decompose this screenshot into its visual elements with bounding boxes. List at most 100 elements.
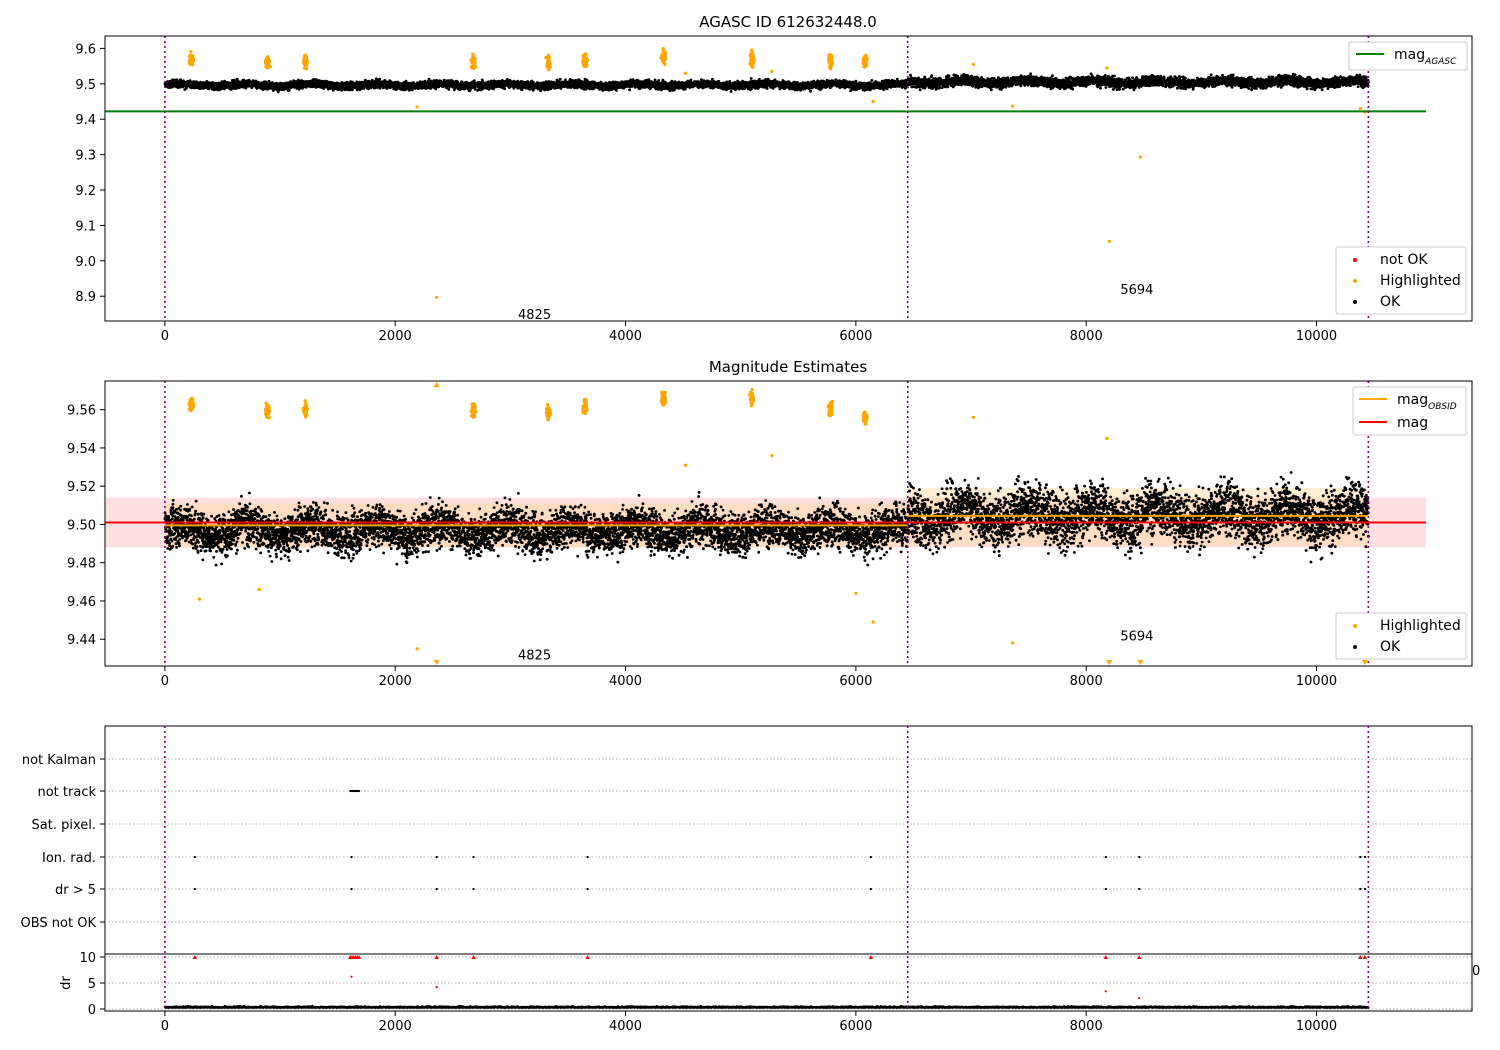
legend-mag-agasc: magAGASC bbox=[1394, 47, 1457, 67]
dr-point bbox=[350, 975, 353, 978]
dr-point bbox=[1138, 996, 1141, 1000]
y-tick-label: 9.5 bbox=[75, 78, 96, 93]
x-tick-label: 8000 bbox=[1070, 329, 1103, 344]
panel3-stray-tick: 0 bbox=[1472, 964, 1480, 979]
offscale-low-marker bbox=[1361, 660, 1368, 665]
panel1-legend-lines: magAGASC bbox=[1348, 41, 1468, 71]
dr-clipped-marker bbox=[192, 955, 198, 959]
y-tick-label: 9.52 bbox=[67, 480, 96, 495]
legend-mag-obsid-sub: OBSID bbox=[1428, 402, 1457, 412]
axes-frame bbox=[104, 380, 1473, 667]
y-tick-label: 9.3 bbox=[75, 149, 96, 164]
dr-clipped-marker bbox=[868, 955, 874, 959]
y-tick-label: 9.0 bbox=[75, 255, 96, 270]
flag-label: dr > 5 bbox=[55, 883, 96, 898]
panel2-points: 4825 5694 bbox=[163, 381, 1370, 666]
legend-highlighted-label: Highlighted bbox=[1380, 273, 1461, 289]
dr-clipped-marker bbox=[1358, 955, 1363, 959]
x-tick-label: 0 bbox=[161, 329, 169, 344]
dr-clipped-marker bbox=[471, 955, 476, 959]
legend2-ok-label: OK bbox=[1380, 639, 1401, 655]
dr-tick-label: 0 bbox=[88, 1003, 96, 1018]
offscale-high-marker bbox=[433, 382, 440, 387]
axes-frame bbox=[104, 35, 1473, 322]
panel2-legend-points-box bbox=[1335, 612, 1467, 660]
legend-mag-agasc-label: mag bbox=[1394, 47, 1425, 63]
legend2-highlighted-marker bbox=[1353, 624, 1357, 628]
dr-clipped-marker bbox=[1362, 955, 1368, 959]
obsid-label: 5694 bbox=[1120, 629, 1153, 644]
panel2-mag-lines bbox=[105, 514, 1426, 527]
legend-mag-obsid-label: mag bbox=[1397, 392, 1428, 408]
y-tick-label: 9.56 bbox=[67, 404, 96, 419]
panel2: Magnitude Estimates 4825 5694 0 2000 4000 60… bbox=[67, 358, 1473, 689]
panel3-frame bbox=[104, 725, 1473, 1012]
dr-point bbox=[1104, 990, 1107, 993]
obsid-label: 4825 bbox=[518, 649, 551, 664]
x-tick-label: 4000 bbox=[609, 1019, 642, 1034]
panel1-legend-points-box bbox=[1335, 246, 1467, 315]
panel3: not Kalman not track Sat. pixel. Ion. rad. d… bbox=[21, 725, 1480, 1034]
legend-highlighted-marker bbox=[1353, 279, 1357, 283]
dr-clipped-marker bbox=[585, 955, 590, 959]
flag-label: not track bbox=[37, 785, 96, 800]
legend-ok-marker bbox=[1353, 300, 1357, 304]
highlighted-points bbox=[187, 46, 1367, 299]
panel1-title: AGASC ID 612632448.0 bbox=[699, 13, 877, 31]
dr-point bbox=[435, 986, 438, 989]
panel2-legend-lines: magOBSID mag bbox=[1352, 386, 1467, 436]
x-tick-label: 10000 bbox=[1296, 1019, 1337, 1034]
panel2-legend-points: Highlighted OK bbox=[1335, 612, 1467, 660]
x-tick-label: 10000 bbox=[1296, 329, 1337, 344]
x-tick-label: 2000 bbox=[379, 674, 412, 689]
x-tick-label: 2000 bbox=[379, 329, 412, 344]
x-tick-label: 6000 bbox=[839, 329, 872, 344]
x-tick-label: 4000 bbox=[609, 674, 642, 689]
legend-mag-label: mag bbox=[1397, 415, 1428, 431]
panel2-title: Magnitude Estimates bbox=[709, 358, 867, 376]
dr-clipped-marker bbox=[1136, 955, 1142, 959]
panel1: AGASC ID 612632448.0 4825 5694 0 2000 4000 6… bbox=[75, 13, 1473, 344]
y-tick-label: 9.6 bbox=[75, 42, 96, 57]
legend-ok-label: OK bbox=[1380, 294, 1401, 310]
x-tick-label: 6000 bbox=[839, 674, 872, 689]
legend2-ok-marker bbox=[1353, 645, 1357, 649]
flag-label: Sat. pixel. bbox=[32, 818, 96, 833]
legend2-highlighted-label: Highlighted bbox=[1380, 618, 1461, 634]
x-tick-label: 6000 bbox=[839, 1019, 872, 1034]
x-tick-label: 10000 bbox=[1296, 674, 1337, 689]
y-tick-label: 9.48 bbox=[67, 557, 96, 572]
flag-label: Ion. rad. bbox=[42, 851, 96, 866]
dr-tick-label: 10 bbox=[79, 951, 96, 966]
y-tick-label: 9.1 bbox=[75, 219, 96, 234]
panel1-axes: 0200040006000800010000120008.99.09.19.29… bbox=[75, 35, 1473, 344]
offscale-low-marker bbox=[1137, 660, 1144, 665]
legend-mag-obsid: magOBSID bbox=[1397, 392, 1457, 412]
legend-not-ok-label: not OK bbox=[1380, 252, 1428, 268]
legend-mag-agasc-sub: AGASC bbox=[1424, 57, 1457, 67]
panel2-axes: 0200040006000800010000120009.449.469.489… bbox=[67, 380, 1473, 689]
ok-points bbox=[163, 72, 1370, 94]
y-tick-label: 9.2 bbox=[75, 184, 96, 199]
y-tick-label: 9.44 bbox=[67, 633, 96, 648]
obsid-label: 5694 bbox=[1120, 283, 1153, 298]
panel1-legend-points: not OK Highlighted OK bbox=[1335, 246, 1467, 315]
dr-tick-label: 5 bbox=[88, 977, 96, 992]
x-tick-label: 0 bbox=[161, 674, 169, 689]
dr-clipped-marker bbox=[356, 955, 362, 959]
dr-clipped-marker bbox=[1103, 955, 1108, 959]
offscale-low-marker bbox=[1106, 660, 1113, 665]
dr-baseline-points bbox=[163, 1004, 1370, 1009]
dr-axis-label: dr bbox=[59, 976, 74, 990]
y-tick-label: 9.54 bbox=[67, 442, 96, 457]
panel1-points: 4825 5694 bbox=[105, 36, 1426, 323]
highlighted-points bbox=[187, 388, 1362, 655]
x-tick-label: 8000 bbox=[1070, 1019, 1103, 1034]
dr-clipped-marker bbox=[434, 955, 439, 959]
flag-label: not Kalman bbox=[22, 753, 96, 768]
x-tick-label: 8000 bbox=[1070, 674, 1103, 689]
y-tick-label: 9.50 bbox=[67, 518, 96, 533]
x-tick-label: 2000 bbox=[379, 1019, 412, 1034]
y-tick-label: 9.4 bbox=[75, 113, 96, 128]
